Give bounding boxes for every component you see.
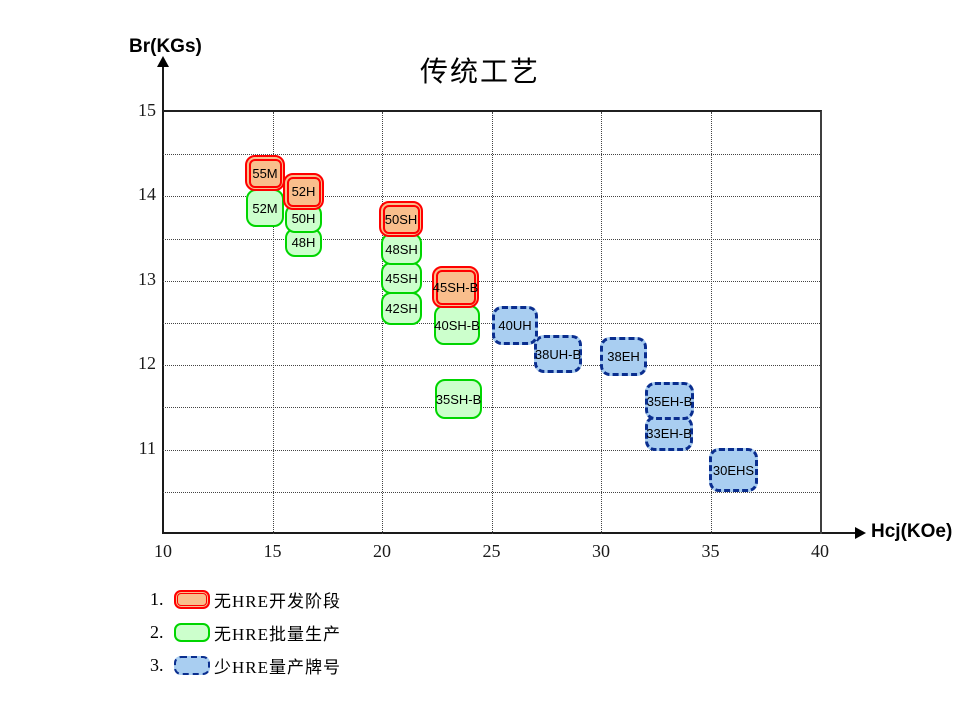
grade-label: 42SH <box>385 301 418 316</box>
grade-box-38uh-b: 38UH-B <box>534 335 582 373</box>
y-axis-line <box>162 66 164 533</box>
grade-box-35sh-b: 35SH-B <box>435 379 482 419</box>
grade-label: 33EH-B <box>646 426 692 441</box>
grade-box-40uh: 40UH <box>492 306 538 345</box>
lowhre-swatch-icon <box>174 656 210 675</box>
grade-label: 55M <box>252 165 278 181</box>
grade-box-45sh-b: 45SH-B <box>432 266 479 308</box>
grade-label: 45SH-B <box>432 279 479 295</box>
grade-label: 52H <box>291 184 316 199</box>
chart-title: 传统工艺 <box>420 56 541 87</box>
grade-box-52h: 52H <box>283 173 324 210</box>
grade-box-35eh-b: 35EH-B <box>645 382 694 420</box>
grade-label: 30EHS <box>712 462 755 478</box>
legend-item-mass: 2. 无HRE批量生产 <box>150 616 341 649</box>
grade-label: 50H <box>291 211 316 226</box>
grade-box-30ehs: 30EHS <box>709 448 758 492</box>
y-tick-13: 13 <box>138 268 156 289</box>
legend-index: 3. <box>150 655 164 675</box>
grade-label: 38UH-B <box>534 346 582 362</box>
legend-item-develop: 1. 无HRE开发阶段 <box>150 583 341 616</box>
grade-label: 40SH-B <box>434 317 480 333</box>
gridline-vertical <box>272 112 274 534</box>
grade-box-48h: 48H <box>285 228 322 257</box>
grade-box-33eh-b: 33EH-B <box>645 416 693 451</box>
x-tick-30: 30 <box>592 541 610 561</box>
gridline-vertical <box>382 112 383 534</box>
grade-label: 48SH <box>385 241 418 257</box>
x-axis-arrow-icon <box>855 527 866 539</box>
y-axis-title: Br(KGs) <box>129 36 202 57</box>
gridline-vertical <box>601 112 602 534</box>
legend-item-lowhre: 3. 少HRE量产牌号 <box>150 649 341 682</box>
grade-label: 38EH <box>607 349 640 364</box>
grade-label: 48H <box>291 235 316 250</box>
grade-box-42sh: 42SH <box>381 292 422 325</box>
x-tick-40: 40 <box>811 541 829 561</box>
grade-box-38eh: 38EH <box>600 337 647 376</box>
legend: 1. 无HRE开发阶段 2. 无HRE批量生产 3. 少HRE量产牌号 <box>150 583 341 682</box>
grade-label: 40UH <box>498 318 532 333</box>
grade-box-40sh-b: 40SH-B <box>434 305 480 345</box>
y-tick-15: 15 <box>138 100 156 120</box>
legend-label: 无HRE开发阶段 <box>214 592 341 611</box>
y-axis-arrow-icon <box>157 56 169 67</box>
mass-swatch-icon <box>174 623 210 642</box>
x-tick-25: 25 <box>482 541 501 561</box>
grade-label: 52M <box>252 200 278 216</box>
y-tick-14: 14 <box>138 184 156 205</box>
y-tick-12: 12 <box>138 353 156 374</box>
grade-label: 35EH-B <box>646 393 693 409</box>
legend-index: 2. <box>150 622 164 642</box>
grade-box-45sh: 45SH <box>381 262 422 294</box>
grade-label: 35SH-B <box>435 391 482 407</box>
grade-box-48sh: 48SH <box>381 233 422 265</box>
x-axis-line <box>162 532 858 534</box>
x-axis-title: Hcj(KOe) <box>871 521 953 542</box>
x-tick-15: 15 <box>263 541 282 561</box>
x-tick-20: 20 <box>373 541 391 561</box>
grade-box-52m: 52M <box>246 189 284 227</box>
grade-label: 50SH <box>384 211 418 227</box>
legend-label: 少HRE量产牌号 <box>214 658 341 677</box>
legend-label: 无HRE批量生产 <box>214 625 341 644</box>
grade-label: 45SH <box>385 270 418 286</box>
grade-box-55m: 55M <box>245 155 285 191</box>
x-tick-35: 35 <box>701 541 720 561</box>
grade-box-50sh: 50SH <box>379 201 423 237</box>
develop-swatch-icon <box>174 590 210 609</box>
y-tick-11: 11 <box>138 437 156 458</box>
gridline-vertical <box>710 112 712 534</box>
x-tick-10: 10 <box>154 541 172 561</box>
legend-index: 1. <box>150 589 164 609</box>
